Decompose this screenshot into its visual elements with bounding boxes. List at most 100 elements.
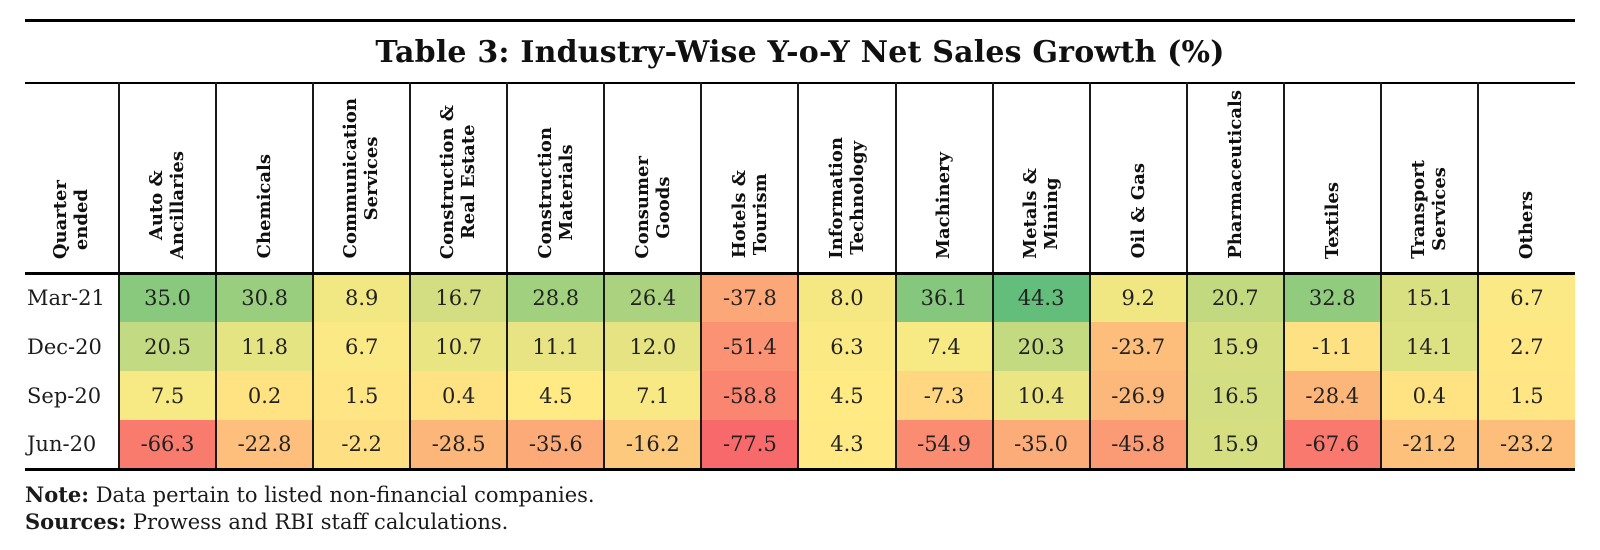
table-row: Dec-20 20.5 11.8 6.7 10.7 11.1 12.0 -51.4 6.3 7.4…	[25, 322, 1575, 372]
column-header-label: Others	[1516, 190, 1538, 259]
heatmap-cell: 15.9	[1185, 420, 1284, 470]
heatmap-cell: 26.4	[603, 273, 702, 323]
column-header-quarter-ended: Quarter ended	[25, 83, 119, 274]
heatmap-cell: 0.4	[1379, 371, 1478, 421]
heatmap-cell: -22.8	[215, 420, 314, 470]
column-header-label: Transport Services	[1408, 159, 1451, 259]
heatmap-cell: 20.7	[1185, 273, 1284, 323]
column-header-label: Auto & Ancillaries	[146, 150, 189, 259]
heatmap-cell: 20.3	[991, 322, 1090, 372]
heatmap-cell: 1.5	[1476, 371, 1575, 421]
heatmap-cell: -67.6	[1282, 420, 1381, 470]
heatmap-cell: 4.5	[506, 371, 605, 421]
column-header: Others	[1476, 83, 1575, 274]
heatmap-cell: 9.2	[1088, 273, 1187, 323]
heatmap-cell: -66.3	[117, 420, 217, 470]
column-header: Chemicals	[215, 83, 314, 274]
table-body: Mar-21 35.0 30.8 8.9 16.7 28.8 26.4 -37.8 8.0 36.…	[25, 273, 1575, 470]
heatmap-cell: 12.0	[603, 322, 702, 372]
heatmap-cell: 15.9	[1185, 322, 1284, 372]
heatmap-cell: 7.4	[894, 322, 993, 372]
heatmap-cell: 44.3	[991, 273, 1090, 323]
heatmap-cell: 14.1	[1379, 322, 1478, 372]
heatmap-cell: -2.2	[312, 420, 411, 470]
heatmap-cell: 7.5	[117, 371, 217, 421]
table-head: Quarter ended Auto & Ancillaries Chemicals…	[25, 83, 1575, 274]
heatmap-cell: 2.7	[1476, 322, 1575, 372]
heatmap-cell: -54.9	[894, 420, 993, 470]
heatmap-cell: -16.2	[603, 420, 702, 470]
heatmap-cell: 6.7	[312, 322, 411, 372]
quarter-cell: Jun-20	[25, 420, 119, 470]
heatmap-cell: -1.1	[1282, 322, 1381, 372]
column-header-label: Chemicals	[253, 154, 275, 259]
heatmap-cell: -35.0	[991, 420, 1090, 470]
column-header-label: Consumer Goods	[631, 156, 674, 259]
industry-sales-growth-table: Quarter ended Auto & Ancillaries Chemicals…	[25, 82, 1575, 471]
heatmap-cell: 1.5	[312, 371, 411, 421]
heatmap-cell: 16.5	[1185, 371, 1284, 421]
heatmap-cell: 32.8	[1282, 273, 1381, 323]
heatmap-cell: 10.7	[409, 322, 508, 372]
heatmap-cell: -28.4	[1282, 371, 1381, 421]
heatmap-cell: -28.5	[409, 420, 508, 470]
heatmap-cell: 11.8	[215, 322, 314, 372]
heatmap-cell: 0.4	[409, 371, 508, 421]
heatmap-cell: -23.7	[1088, 322, 1187, 372]
heatmap-cell: 35.0	[117, 273, 217, 323]
column-header-label: Communication Services	[340, 98, 383, 259]
quarter-cell: Sep-20	[25, 371, 119, 421]
heatmap-cell: -45.8	[1088, 420, 1187, 470]
table-row: Sep-20 7.5 0.2 1.5 0.4 4.5 7.1 -58.8 4.5 -7.3 10.4…	[25, 371, 1575, 421]
heatmap-cell: 6.3	[797, 322, 896, 372]
heatmap-cell: 30.8	[215, 273, 314, 323]
column-header: Transport Services	[1379, 83, 1478, 274]
table-title: Table 3: Industry-Wise Y-o-Y Net Sales G…	[375, 35, 1225, 70]
column-header: Communication Services	[312, 83, 411, 274]
column-header-label: Hotels & Tourism	[728, 170, 771, 259]
heatmap-cell: 8.0	[797, 273, 896, 323]
heatmap-cell: -51.4	[700, 322, 799, 372]
heatmap-cell: 11.1	[506, 322, 605, 372]
column-header: Oil & Gas	[1088, 83, 1187, 274]
column-header: Construction Materials	[506, 83, 605, 274]
column-header: Hotels & Tourism	[700, 83, 799, 274]
column-header-label: Textiles	[1321, 181, 1343, 259]
heatmap-cell: -77.5	[700, 420, 799, 470]
heatmap-cell: 15.1	[1379, 273, 1478, 323]
table-footer: Note: Data pertain to listed non-financi…	[25, 482, 1575, 536]
heatmap-cell: 16.7	[409, 273, 508, 323]
heatmap-cell: 28.8	[506, 273, 605, 323]
column-header: Metals & Mining	[991, 83, 1090, 274]
heatmap-cell: 8.9	[312, 273, 411, 323]
heatmap-cell: -35.6	[506, 420, 605, 470]
heatmap-cell: 7.1	[603, 371, 702, 421]
note-label: Note:	[25, 481, 90, 507]
column-header: Construction & Real Estate	[409, 83, 508, 274]
column-header-label: Quarter ended	[50, 179, 93, 259]
table-row: Mar-21 35.0 30.8 8.9 16.7 28.8 26.4 -37.8 8.0 36.…	[25, 273, 1575, 323]
heatmap-cell: 4.3	[797, 420, 896, 470]
top-rule	[25, 19, 1575, 22]
sources-line: Sources: Prowess and RBI staff calculati…	[25, 509, 1575, 536]
heatmap-cell: 36.1	[894, 273, 993, 323]
heatmap-cell: -23.2	[1476, 420, 1575, 470]
quarter-cell: Dec-20	[25, 322, 119, 372]
column-header-label: Construction Materials	[534, 127, 577, 259]
heatmap-cell: 0.2	[215, 371, 314, 421]
heatmap-cell: 20.5	[117, 322, 217, 372]
heatmap-cell: -37.8	[700, 273, 799, 323]
column-header-label: Machinery	[933, 151, 955, 259]
sources-text: Prowess and RBI staff calculations.	[126, 509, 509, 534]
heatmap-cell: -21.2	[1379, 420, 1478, 470]
column-header: Information Technology	[797, 83, 896, 274]
column-header: Auto & Ancillaries	[117, 83, 217, 274]
column-header: Textiles	[1282, 83, 1381, 274]
table-row: Jun-20 -66.3 -22.8 -2.2 -28.5 -35.6 -16.2 -77.5…	[25, 420, 1575, 470]
column-header-label: Oil & Gas	[1127, 163, 1149, 259]
heatmap-cell: -26.9	[1088, 371, 1187, 421]
column-header-label: Pharmaceuticals	[1224, 90, 1246, 259]
sources-label: Sources:	[25, 508, 127, 534]
heatmap-cell: -7.3	[894, 371, 993, 421]
note-line: Note: Data pertain to listed non-financi…	[25, 482, 1575, 509]
